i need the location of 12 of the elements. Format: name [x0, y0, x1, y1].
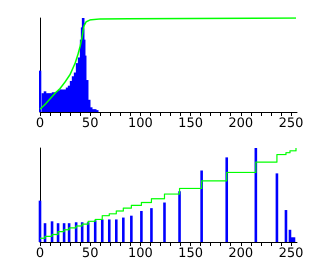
x-tick-label: 200 [228, 116, 254, 131]
x-tick-label: 50 [82, 246, 98, 260]
x-tick-label: 250 [278, 116, 304, 131]
x-tick-label: 0 [36, 246, 44, 260]
x-tick-label: 100 [128, 116, 153, 131]
x-tick-label: 250 [278, 246, 304, 260]
x-tick-label: 100 [128, 246, 153, 260]
x-tick-label: 150 [178, 246, 203, 260]
x-tick-label: 50 [82, 116, 98, 131]
x-tick-label: 0 [36, 116, 44, 131]
x-tick-label: 150 [178, 116, 203, 131]
x-tick-label: 200 [228, 246, 254, 260]
